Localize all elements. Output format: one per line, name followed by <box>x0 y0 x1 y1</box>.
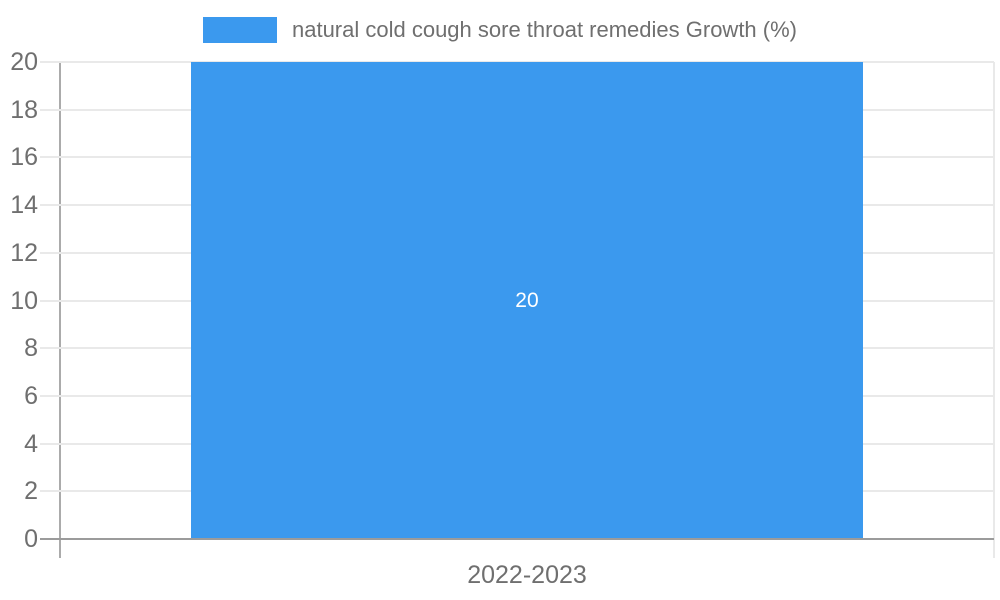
y-axis-tick-label: 0 <box>24 525 38 553</box>
legend-swatch <box>202 17 277 43</box>
y-axis-tick-label: 20 <box>10 48 38 76</box>
y-axis-tick-label: 14 <box>10 191 38 220</box>
y-axis-tick-label: 12 <box>10 238 38 267</box>
x-axis-category-label: 2022-2023 <box>467 561 587 589</box>
y-axis-tick-label: 10 <box>10 286 38 315</box>
y-axis-line <box>59 62 61 558</box>
y-axis-tick-label: 18 <box>10 95 38 124</box>
legend[interactable]: natural cold cough sore throat remedies … <box>0 14 1000 46</box>
y-axis-tick-label: 6 <box>24 381 38 410</box>
bar[interactable]: 20 <box>190 62 864 539</box>
bar-value-label: 20 <box>515 288 539 312</box>
plot-right-border <box>993 62 995 558</box>
y-axis-tick-label: 4 <box>24 429 38 458</box>
x-axis-line <box>40 538 994 540</box>
y-axis-tick-label: 16 <box>10 143 38 172</box>
legend-label: natural cold cough sore throat remedies … <box>291 17 797 42</box>
y-axis-tick-label: 8 <box>24 334 38 363</box>
y-axis-tick-label: 2 <box>24 477 38 506</box>
